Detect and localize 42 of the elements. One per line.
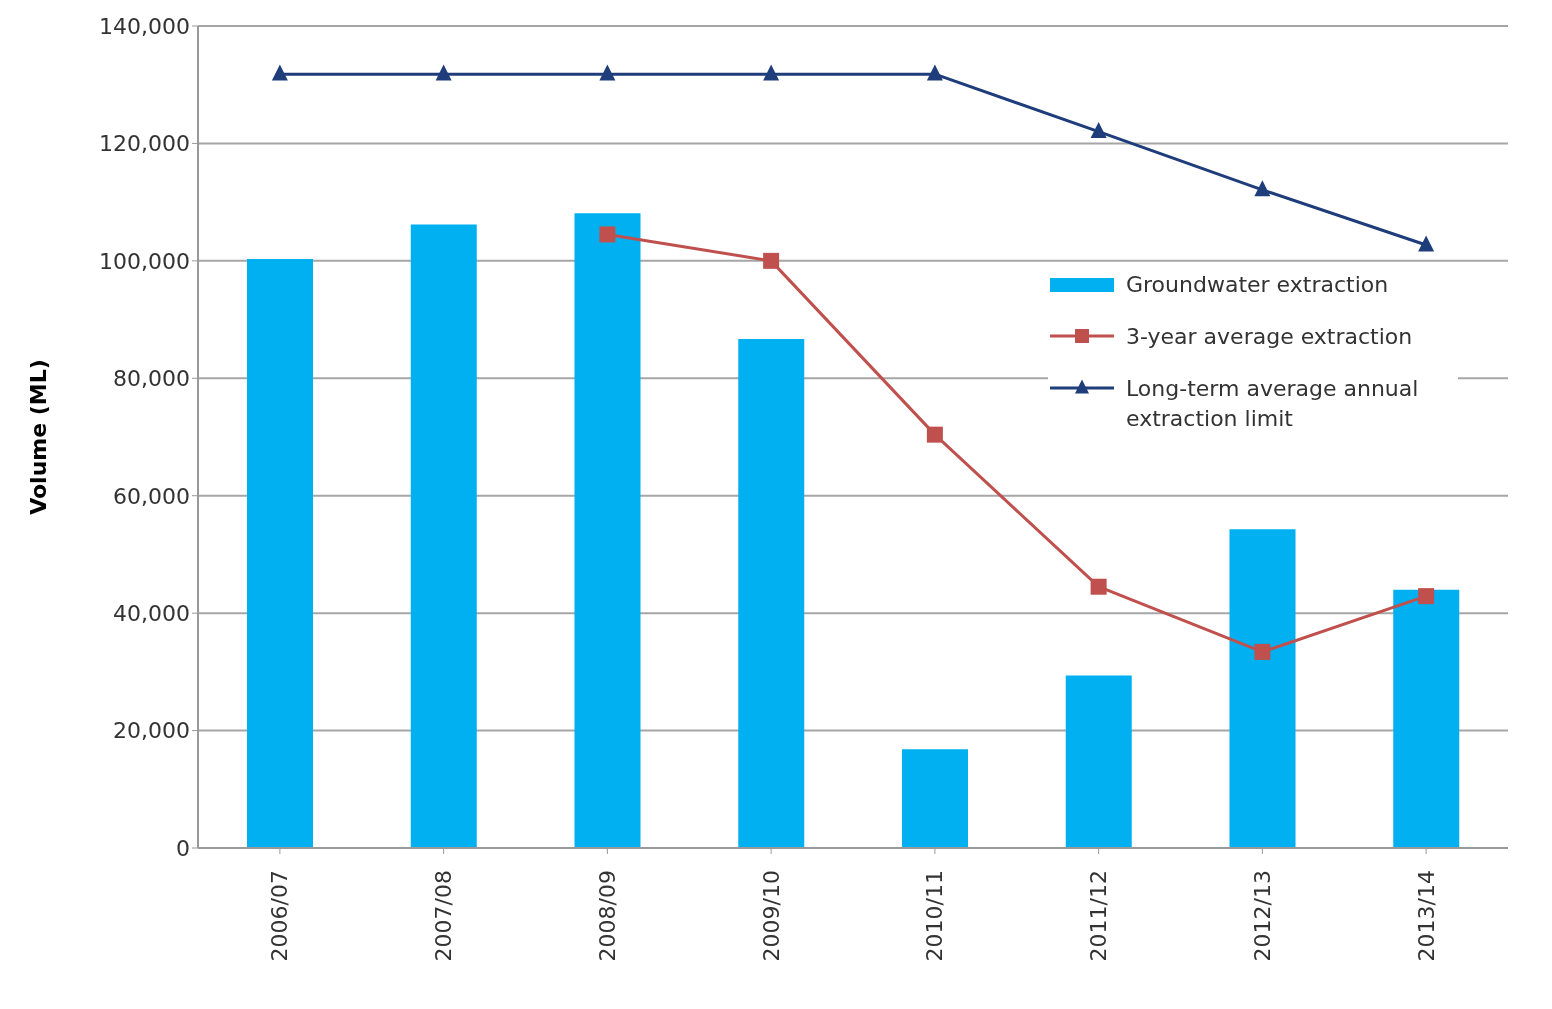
- x-tick-label: 2006/07: [267, 870, 293, 962]
- bar: [738, 338, 805, 848]
- legend-label: Long-term average annual extraction limit: [1126, 375, 1420, 433]
- y-tick-label: 120,000: [99, 131, 190, 157]
- point: [1418, 235, 1435, 252]
- x-tick-label: 2009/10: [758, 870, 784, 962]
- x-tick-label: 2011/12: [1086, 870, 1112, 962]
- legend-label: 3-year average extraction: [1126, 323, 1413, 351]
- x-tick-label: 2013/14: [1413, 870, 1439, 962]
- y-tick-label: 60,000: [113, 483, 190, 509]
- bar: [410, 224, 477, 848]
- bar: [574, 213, 641, 848]
- x-tick-label: 2012/13: [1249, 870, 1275, 962]
- bar: [247, 259, 313, 848]
- point: [1090, 122, 1107, 139]
- point: [599, 226, 616, 243]
- point: [926, 64, 943, 81]
- bar: [1393, 589, 1460, 848]
- y-tick-label: 140,000: [99, 13, 190, 39]
- x-tick-label: 2007/08: [431, 870, 457, 962]
- point: [763, 64, 780, 81]
- point: [1090, 578, 1107, 595]
- point: [1418, 588, 1435, 605]
- y-axis-title: Volume (ML): [25, 359, 51, 515]
- point: [1254, 180, 1271, 197]
- point: [435, 64, 452, 81]
- point: [926, 426, 943, 443]
- point: [599, 64, 616, 81]
- bar: [902, 749, 968, 848]
- point: [271, 64, 288, 81]
- y-tick-label: 80,000: [113, 366, 190, 392]
- y-tick-label: 0: [176, 835, 190, 861]
- y-tick-label: 100,000: [99, 248, 190, 274]
- legend-label: Groundwater extraction: [1126, 271, 1389, 299]
- bar: [1065, 675, 1132, 848]
- x-tick-label: 2008/09: [594, 870, 620, 962]
- x-tick-label: 2010/11: [922, 870, 948, 962]
- y-tick-label: 20,000: [113, 718, 190, 744]
- point: [763, 252, 780, 269]
- bar: [1229, 529, 1296, 848]
- point: [1254, 643, 1271, 660]
- y-tick-label: 40,000: [113, 600, 190, 626]
